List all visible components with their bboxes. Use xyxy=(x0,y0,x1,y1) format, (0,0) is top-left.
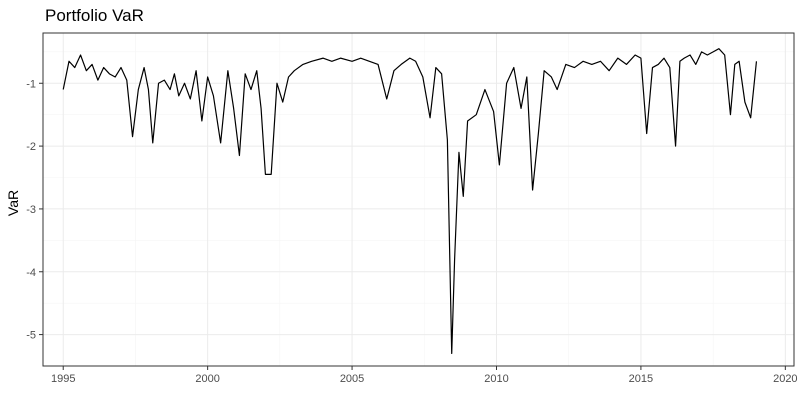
y-tick-label: -2 xyxy=(26,141,36,153)
y-tick-label: -5 xyxy=(26,330,36,342)
panel-border xyxy=(42,32,795,367)
x-tick-label: 2005 xyxy=(340,373,364,385)
y-tick-label: -1 xyxy=(26,78,36,90)
y-tick-label: -3 xyxy=(26,204,36,216)
var-series-line xyxy=(62,48,758,355)
y-axis-label: VaR xyxy=(5,190,21,216)
x-tick-label: 2010 xyxy=(484,373,508,385)
x-tick-label: 2015 xyxy=(629,373,653,385)
y-tick-label: -4 xyxy=(26,267,36,279)
series-group xyxy=(62,48,758,355)
axes: 1995 2000 2005 2010 2015 2020 -5 -4 -3 -2 -1 xyxy=(26,78,797,385)
x-tick-label: 2000 xyxy=(195,373,219,385)
grid xyxy=(43,33,794,366)
x-tick-label: 2020 xyxy=(773,373,797,385)
chart-title: Portfolio VaR xyxy=(45,6,144,25)
x-tick-label: 1995 xyxy=(51,373,75,385)
